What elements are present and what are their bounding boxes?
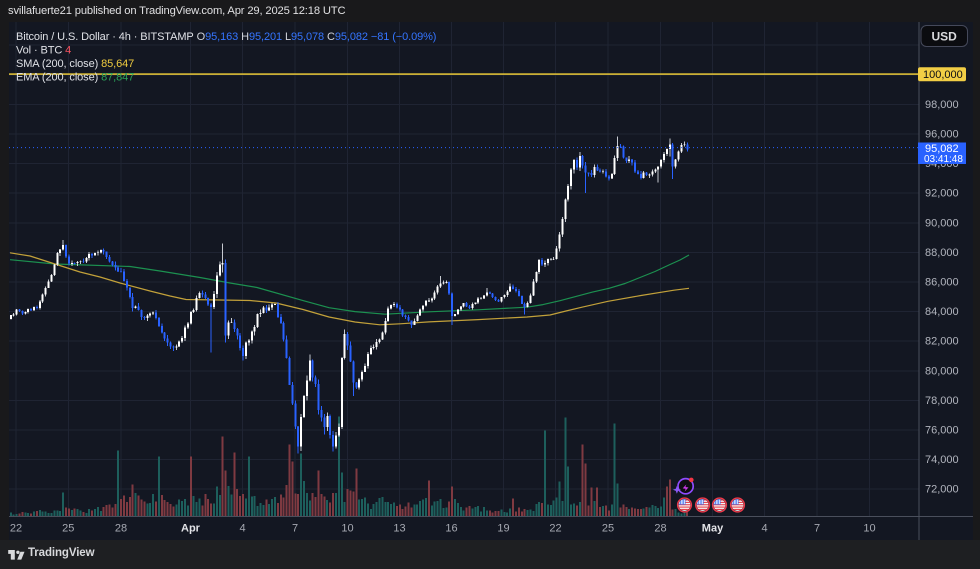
svg-text:25: 25 [62, 523, 74, 535]
svg-text:03:41:48: 03:41:48 [924, 154, 963, 165]
svg-text:98,000: 98,000 [925, 99, 959, 111]
svg-text:28: 28 [654, 523, 666, 535]
svg-text:13: 13 [393, 523, 405, 535]
svg-text:7: 7 [292, 523, 298, 535]
svg-text:25: 25 [602, 523, 614, 535]
svg-text:SMA (200, close) 85,647: SMA (200, close) 85,647 [16, 58, 134, 70]
svg-text:10: 10 [863, 523, 875, 535]
svg-text:78,000: 78,000 [925, 395, 959, 407]
svg-text:72,000: 72,000 [925, 484, 959, 496]
svg-text:16: 16 [445, 523, 457, 535]
svg-text:92,000: 92,000 [925, 188, 959, 200]
svg-text:88,000: 88,000 [925, 247, 959, 259]
svg-text:4: 4 [761, 523, 767, 535]
svg-text:7: 7 [814, 523, 820, 535]
svg-text:100,000: 100,000 [923, 69, 963, 81]
svg-text:76,000: 76,000 [925, 425, 959, 437]
svg-text:10: 10 [341, 523, 353, 535]
svg-text:Apr: Apr [181, 523, 201, 535]
svg-text:84,000: 84,000 [925, 306, 959, 318]
svg-text:USD: USD [932, 30, 958, 44]
svg-text:Vol · BTC 4: Vol · BTC 4 [16, 45, 71, 57]
svg-text:22: 22 [549, 523, 561, 535]
svg-text:28: 28 [115, 523, 127, 535]
svg-text:86,000: 86,000 [925, 277, 959, 289]
svg-text:4: 4 [239, 523, 245, 535]
svg-text:95,082: 95,082 [925, 143, 959, 155]
svg-text:19: 19 [497, 523, 509, 535]
svg-text:80,000: 80,000 [925, 365, 959, 377]
svg-text:22: 22 [10, 523, 22, 535]
svg-text:82,000: 82,000 [925, 336, 959, 348]
svg-text:EMA (200, close) 87,847: EMA (200, close) 87,847 [16, 72, 134, 84]
svg-text:74,000: 74,000 [925, 454, 959, 466]
svg-text:May: May [702, 523, 724, 535]
svg-text:96,000: 96,000 [925, 129, 959, 141]
svg-text:Bitcoin / U.S. Dollar · 4h · B: Bitcoin / U.S. Dollar · 4h · BITSTAMP O9… [16, 31, 436, 43]
svg-text:90,000: 90,000 [925, 217, 959, 229]
